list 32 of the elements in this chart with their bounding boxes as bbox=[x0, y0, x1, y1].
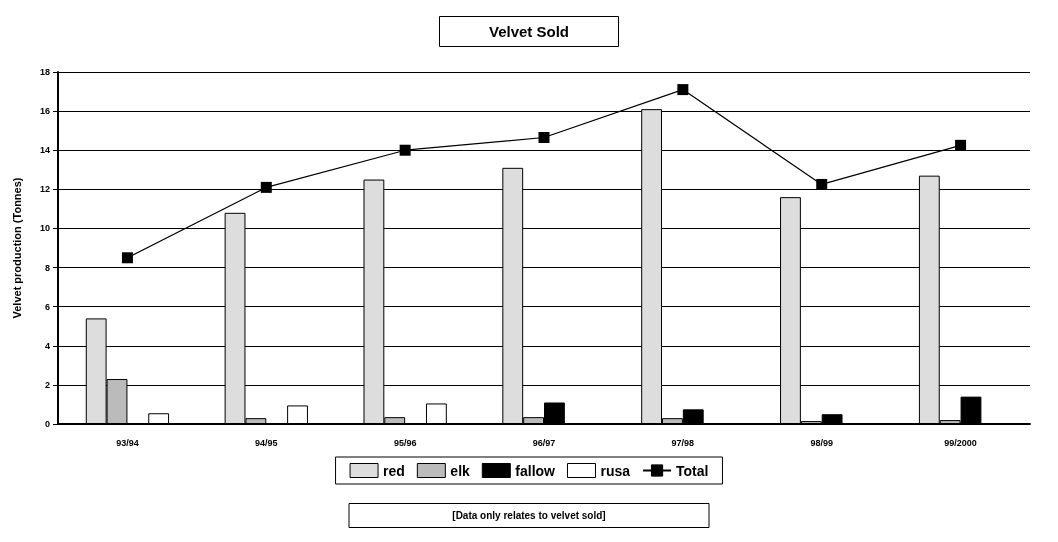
point bbox=[260, 181, 272, 193]
text: [Data only relates to velvet sold] bbox=[452, 510, 606, 521]
y-tick-label: 2 bbox=[44, 379, 50, 390]
y-tick-label: 10 bbox=[39, 223, 50, 234]
x-tick-label: 95/96 bbox=[393, 437, 417, 448]
legend-label: red bbox=[383, 462, 405, 479]
y-tick-label: 14 bbox=[39, 145, 50, 156]
y-tick-label: 18 bbox=[39, 67, 50, 77]
y-tick-label: 16 bbox=[39, 106, 50, 117]
legend-label: Total bbox=[676, 462, 709, 479]
legend-label: rusa bbox=[600, 462, 631, 479]
y-tick-label: 4 bbox=[44, 340, 50, 351]
x-tick-label: 99/2000 bbox=[944, 437, 977, 448]
x-tick-label: 94/95 bbox=[255, 437, 278, 448]
y-tick-label: 8 bbox=[44, 262, 50, 273]
x-tick-label: 93/94 bbox=[116, 437, 139, 448]
y-axis-title: Velvet production (Tonnes) bbox=[10, 177, 23, 319]
legend-label: elk bbox=[450, 462, 471, 479]
x-tick-label: 97/98 bbox=[671, 437, 695, 448]
x-tick-label: 98/99 bbox=[810, 437, 833, 448]
legend-label: fallow bbox=[515, 462, 556, 479]
y-tick-label: 12 bbox=[39, 184, 50, 195]
y-tick-label: 0 bbox=[44, 419, 50, 429]
chart-title: Velvet Sold bbox=[488, 23, 570, 40]
point bbox=[677, 84, 689, 96]
point bbox=[538, 132, 550, 144]
point bbox=[816, 178, 828, 190]
point bbox=[955, 139, 967, 151]
point bbox=[399, 144, 411, 156]
x-tick-label: 96/97 bbox=[532, 437, 556, 448]
point bbox=[121, 252, 133, 264]
y-tick-label: 6 bbox=[44, 301, 50, 312]
